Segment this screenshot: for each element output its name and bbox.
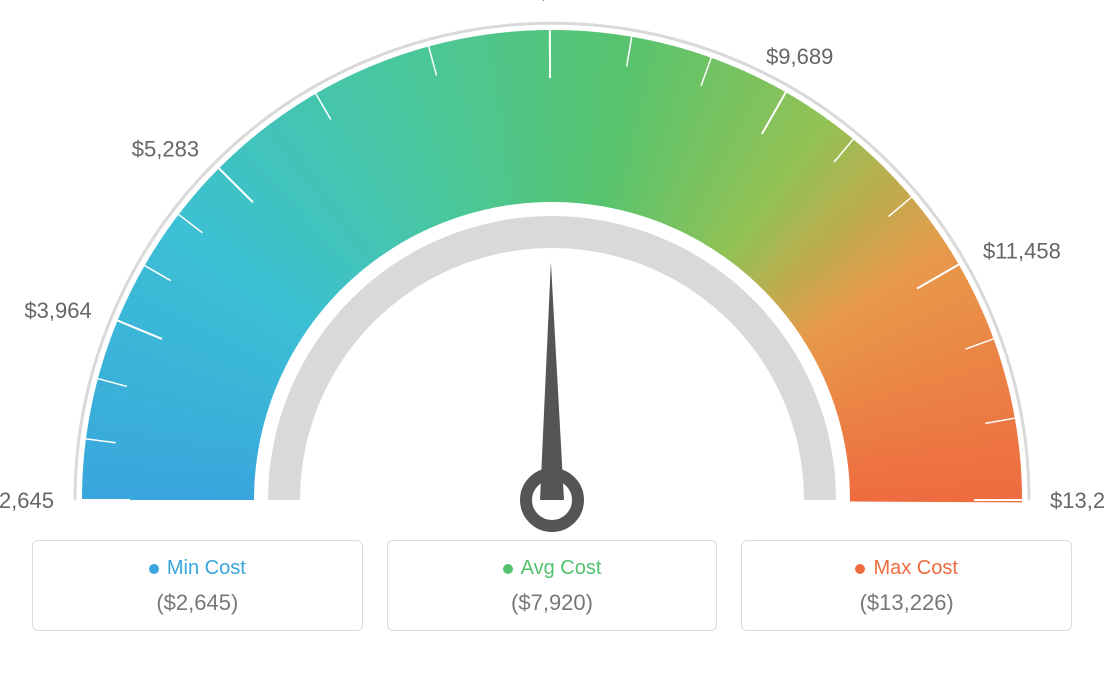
max-cost-value: ($13,226) — [752, 590, 1061, 616]
svg-text:$3,964: $3,964 — [24, 298, 91, 323]
svg-text:$13,226: $13,226 — [1050, 488, 1104, 513]
min-cost-label: Min Cost — [167, 557, 246, 580]
svg-text:$11,458: $11,458 — [983, 238, 1061, 263]
min-dot-icon — [149, 564, 159, 574]
svg-text:$5,283: $5,283 — [132, 137, 199, 162]
svg-text:$7,920: $7,920 — [516, 0, 583, 3]
gauge-chart: $2,645 $3,964 $5,283 $7,920 $9,689 $11,458 $13… — [0, 0, 1104, 540]
avg-dot-icon — [503, 564, 513, 574]
min-cost-value: ($2,645) — [43, 590, 352, 616]
cost-summary-cards: Min Cost ($2,645) Avg Cost ($7,920) Max … — [0, 540, 1104, 631]
max-cost-label: Max Cost — [873, 557, 957, 580]
max-cost-card: Max Cost ($13,226) — [741, 540, 1072, 631]
max-dot-icon — [855, 564, 865, 574]
svg-text:$9,689: $9,689 — [766, 44, 833, 69]
gauge-svg: $2,645 $3,964 $5,283 $7,920 $9,689 $11,458 $13… — [0, 0, 1104, 540]
avg-cost-value: ($7,920) — [398, 590, 707, 616]
avg-cost-card: Avg Cost ($7,920) — [387, 540, 718, 631]
cost-gauge-widget: $2,645 $3,964 $5,283 $7,920 $9,689 $11,458 $13… — [0, 0, 1104, 690]
min-cost-card: Min Cost ($2,645) — [32, 540, 363, 631]
avg-cost-label: Avg Cost — [521, 557, 602, 580]
svg-text:$2,645: $2,645 — [0, 488, 54, 513]
